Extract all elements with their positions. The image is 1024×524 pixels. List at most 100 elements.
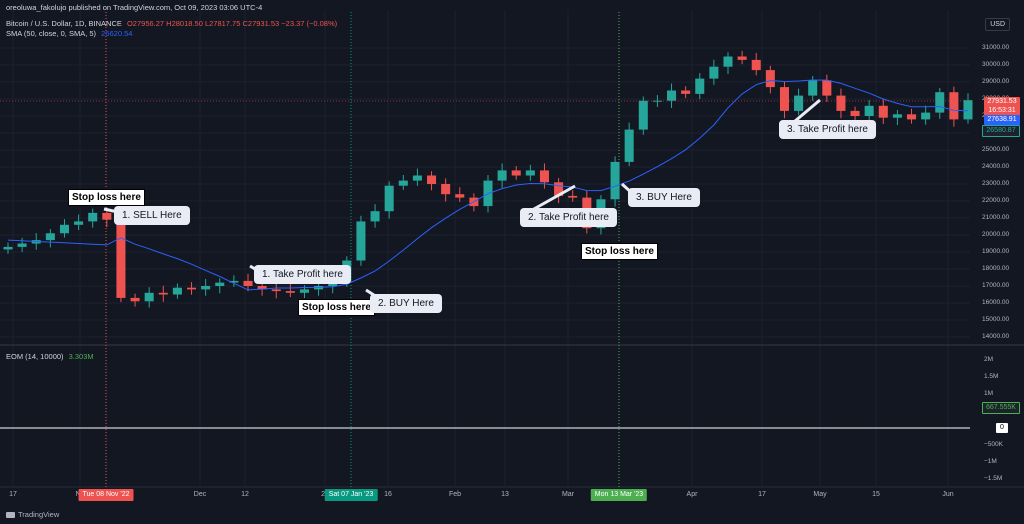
- time-axis-label: 12: [241, 491, 249, 498]
- symbol-title[interactable]: Bitcoin / U.S. Dollar, 1D, BINANCE O2795…: [6, 19, 337, 28]
- candle: [695, 72, 705, 100]
- price-axis-label: 20000.00: [982, 231, 1010, 238]
- candle: [441, 178, 451, 202]
- candle: [59, 219, 69, 238]
- eom-axis-label: 1.5M: [984, 373, 999, 380]
- candle: [356, 215, 366, 266]
- chart-grid: [0, 10, 970, 486]
- price-axis-label: 17000.00: [982, 282, 1010, 289]
- time-axis-label: 17: [758, 491, 766, 498]
- stop-loss-label-3: Stop loss here: [581, 243, 658, 260]
- sell-callout[interactable]: 1. SELL Here: [114, 206, 190, 225]
- candle: [384, 181, 394, 219]
- candle: [836, 88, 846, 119]
- buy-callout-3[interactable]: 3. BUY Here: [628, 188, 700, 207]
- candle: [116, 212, 126, 303]
- time-axis-label: Jun: [942, 491, 954, 498]
- currency-button[interactable]: USD: [985, 18, 1010, 31]
- sma-legend-label: SMA (50, close, 0, SMA, 5): [6, 29, 97, 38]
- price-axis-label: 29000.00: [982, 78, 1010, 85]
- countdown-tag: 16:53:31: [984, 106, 1020, 116]
- take-profit-callout-3[interactable]: 3. Take Profit here: [779, 120, 876, 139]
- tradingview-brand-text: TradingView: [18, 510, 60, 519]
- candle: [709, 59, 719, 85]
- time-axis-label: 17: [9, 491, 17, 498]
- candle: [907, 108, 917, 124]
- candle: [667, 83, 677, 109]
- pane-divider: [0, 344, 1024, 488]
- candle: [17, 237, 27, 253]
- price-axis-label: 31000.00: [982, 44, 1010, 51]
- candle: [427, 171, 437, 191]
- eom-axis-label: 2M: [984, 356, 994, 363]
- time-axis-label: Feb: [448, 491, 462, 498]
- buy-callout-2[interactable]: 2. BUY Here: [370, 294, 442, 313]
- tradingview-brand[interactable]: TradingView: [6, 510, 59, 519]
- ohlc-values: O27956.27 H28018.50 L27817.75 C27931.53 …: [126, 19, 338, 28]
- other-price-tag: 26580.87: [982, 125, 1020, 137]
- candle: [144, 287, 154, 308]
- candle: [525, 164, 535, 181]
- eom-legend[interactable]: EOM (14, 10000) 3.303M: [6, 352, 94, 361]
- eom-legend-value: 3.303M: [68, 352, 94, 361]
- candle: [624, 122, 634, 167]
- sma-legend-value: 26620.54: [101, 29, 133, 38]
- eom-axis-label: −1.5M: [984, 475, 1003, 482]
- candle: [779, 81, 789, 119]
- candle: [88, 208, 98, 228]
- buy1-date-tag: Sat 07 Jan '23: [324, 489, 378, 501]
- take-profit-callout-2[interactable]: 2. Take Profit here: [520, 208, 617, 227]
- candle: [850, 106, 860, 121]
- candle: [554, 178, 564, 204]
- price-axis-label: 21000.00: [982, 214, 1010, 221]
- candle: [539, 163, 549, 189]
- stop-loss-label-2: Stop loss here: [298, 299, 375, 316]
- sma-line: [7, 79, 969, 291]
- price-axis-label: 24000.00: [982, 163, 1010, 170]
- eom-legend-label: EOM (14, 10000): [6, 352, 64, 361]
- candle: [45, 229, 55, 248]
- candle: [568, 190, 578, 202]
- eom-last-tag: 667.555K: [982, 402, 1020, 414]
- candle: [921, 105, 931, 125]
- candle: [511, 166, 521, 180]
- candle: [638, 96, 648, 135]
- candle: [455, 187, 465, 202]
- candle: [497, 163, 507, 188]
- candle: [130, 293, 140, 307]
- price-axis-label: 18000.00: [982, 265, 1010, 272]
- candle: [610, 156, 620, 207]
- time-axis-label: Apr: [686, 491, 698, 498]
- callout-arrows: [103, 98, 821, 299]
- candle: [370, 204, 380, 228]
- candle: [878, 98, 888, 124]
- take-profit-callout-1[interactable]: 1. Take Profit here: [254, 265, 351, 284]
- candle: [285, 284, 295, 298]
- candle: [822, 74, 832, 102]
- price-axis-label: 14000.00: [982, 333, 1010, 340]
- candle: [172, 283, 182, 299]
- price-axis-label: 23000.00: [982, 180, 1010, 187]
- price-axis-label: 16000.00: [982, 299, 1010, 306]
- price-axis-label: 25000.00: [982, 146, 1010, 153]
- sma-legend[interactable]: SMA (50, close, 0, SMA, 5) 26620.54: [6, 29, 132, 38]
- price-axis-label: 22000.00: [982, 197, 1010, 204]
- price-axis-label: 19000.00: [982, 248, 1010, 255]
- candle: [794, 88, 804, 116]
- candle: [469, 193, 479, 212]
- candle: [681, 86, 691, 99]
- candle: [723, 52, 733, 75]
- eom-axis-label: 1M: [984, 390, 994, 397]
- candle: [935, 87, 945, 119]
- time-axis-label: 15: [872, 491, 880, 498]
- time-axis-label: 16: [384, 491, 392, 498]
- eom-zero-tag: 0: [996, 423, 1008, 433]
- time-axis-label: Mar: [561, 491, 575, 498]
- buy2-date-tag: Mon 13 Mar '23: [590, 489, 648, 501]
- eom-axis-label: −1M: [984, 458, 997, 465]
- candle: [398, 174, 408, 190]
- time-axis-label: May: [813, 491, 827, 498]
- eom-axis-label: −500K: [984, 441, 1003, 448]
- candle: [864, 100, 874, 122]
